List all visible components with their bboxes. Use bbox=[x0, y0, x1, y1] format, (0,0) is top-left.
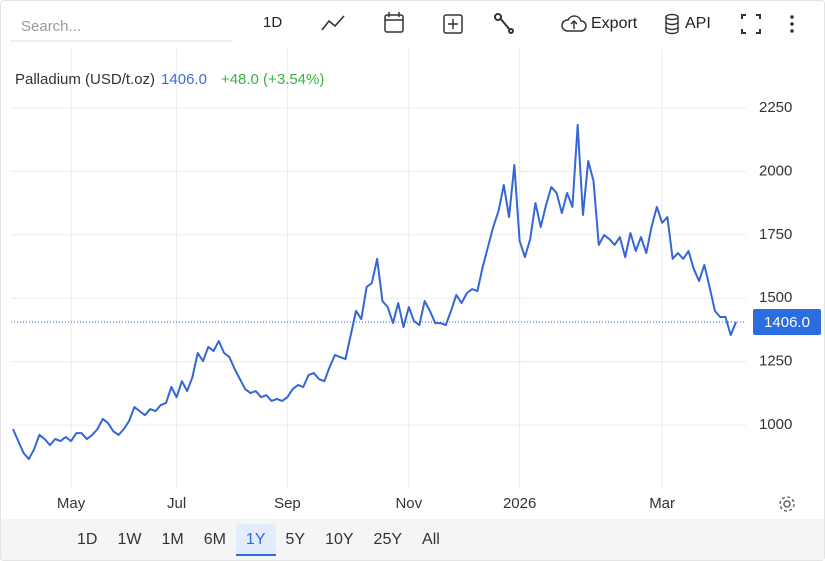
add-indicator-icon[interactable] bbox=[443, 14, 463, 34]
range-button[interactable]: 1Y bbox=[235, 524, 276, 556]
range-button[interactable]: 1D bbox=[77, 531, 98, 548]
x-tick-label: Mar bbox=[649, 495, 675, 512]
interval-button[interactable]: 1D bbox=[263, 14, 282, 31]
price-change: +48.0 (+3.54%) bbox=[220, 71, 325, 88]
api-button[interactable]: API bbox=[685, 15, 711, 32]
price-line bbox=[12, 123, 737, 461]
range-button[interactable]: 6M bbox=[203, 531, 226, 548]
x-tick-label: 2026 bbox=[503, 495, 536, 512]
menu-icon[interactable] bbox=[790, 15, 794, 33]
range-buttons: 1D 1W 1M 6M 1Y 5Y 10Y 25Y All bbox=[67, 524, 450, 556]
y-tick-label: 1500 bbox=[759, 289, 792, 306]
last-price: 1406.0 bbox=[161, 71, 207, 88]
last-price-tag-label: 1406.0 bbox=[764, 314, 810, 331]
last-price-tag bbox=[753, 309, 821, 336]
x-tick-label: Jul bbox=[167, 495, 186, 512]
series-name: Palladium (USD/t.oz) bbox=[15, 71, 156, 88]
api-icon[interactable] bbox=[665, 13, 679, 35]
legend: Palladium (USD/t.oz) 1406.0 +48.0 (+3.54… bbox=[15, 71, 324, 88]
y-tick-label: 2250 bbox=[759, 99, 792, 116]
range-button[interactable]: 1M bbox=[161, 531, 184, 548]
range-button[interactable]: 25Y bbox=[373, 531, 403, 548]
search-placeholder[interactable]: Search... bbox=[21, 18, 81, 35]
y-tick-label: 1000 bbox=[759, 416, 792, 433]
x-tick-label: Sep bbox=[274, 495, 301, 512]
range-bar: 1D 1W 1M 6M 1Y 5Y 10Y 25Y All bbox=[1, 519, 824, 560]
x-tick-label: May bbox=[57, 495, 86, 512]
grid bbox=[11, 49, 746, 489]
x-tick-label: Nov bbox=[395, 495, 422, 512]
y-tick-label: 1750 bbox=[759, 226, 792, 243]
chart-type-icon[interactable] bbox=[321, 15, 345, 31]
fullscreen-icon[interactable] bbox=[741, 14, 761, 34]
y-tick-label: 2000 bbox=[759, 162, 792, 179]
calendar-icon[interactable] bbox=[384, 12, 404, 33]
tools-icon[interactable] bbox=[494, 13, 514, 34]
range-button[interactable]: 10Y bbox=[325, 531, 354, 548]
search-box[interactable] bbox=[10, 11, 233, 41]
chart: Search... 1D Export API May Jul Sep Nov 2026… bbox=[10, 11, 821, 512]
export-icon[interactable] bbox=[561, 15, 587, 32]
range-button[interactable]: All bbox=[422, 531, 440, 548]
y-tick-label: 1250 bbox=[759, 353, 792, 370]
settings-icon[interactable] bbox=[779, 496, 795, 512]
range-button[interactable]: 1W bbox=[117, 531, 142, 548]
export-button[interactable]: Export bbox=[591, 15, 638, 32]
range-button[interactable]: 5Y bbox=[285, 531, 306, 548]
